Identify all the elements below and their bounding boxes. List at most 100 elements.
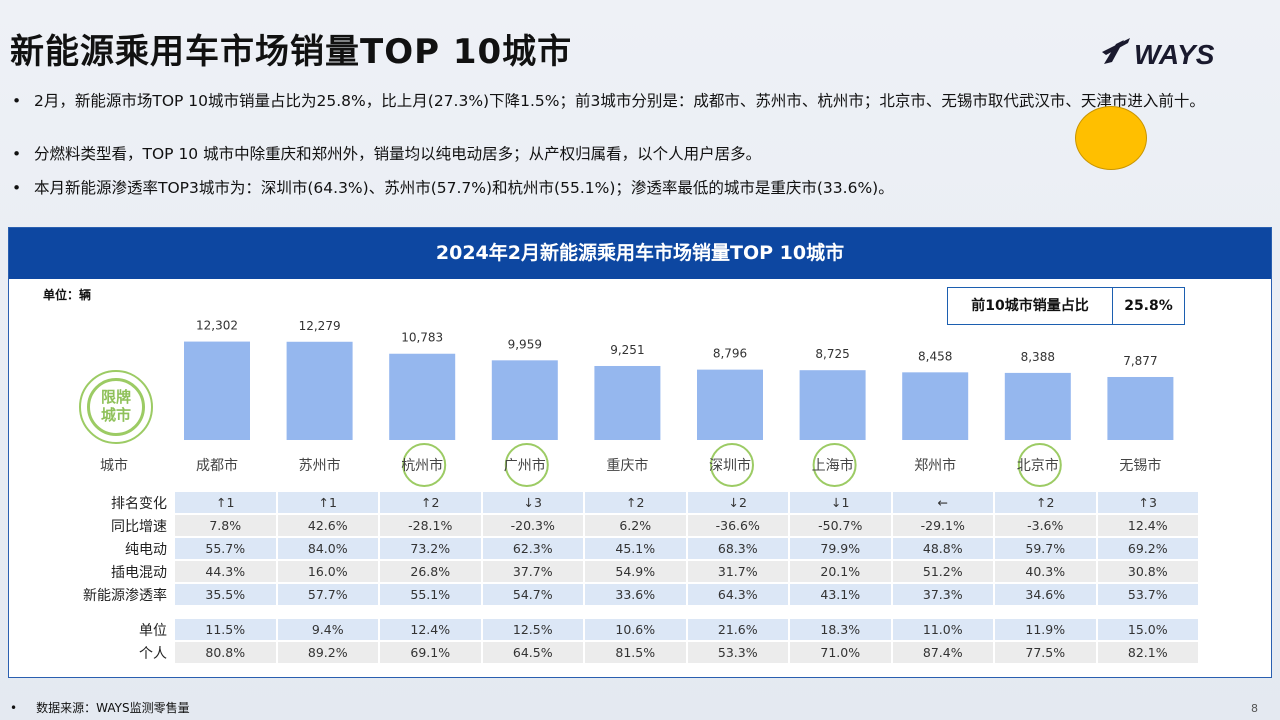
- table-cell: 81.5%: [585, 642, 686, 663]
- table-cell: 35.5%: [175, 584, 276, 605]
- x-tick-label: 苏州市: [299, 457, 341, 474]
- table-cell: 33.6%: [585, 584, 686, 605]
- table-cell: 55.1%: [380, 584, 481, 605]
- table-cell: ←: [892, 492, 993, 513]
- table-cell: 37.3%: [892, 584, 993, 605]
- x-tick-label: 郑州市: [914, 457, 956, 474]
- table-cell: 34.6%: [995, 584, 1096, 605]
- table-cell: 53.7%: [1097, 584, 1198, 605]
- table-cell: 7.8%: [175, 515, 276, 536]
- table-cell: 55.7%: [175, 538, 276, 559]
- table-cell: 89.2%: [277, 642, 378, 663]
- table-cell: 11.5%: [175, 619, 276, 640]
- table-cell: 18.3%: [790, 619, 891, 640]
- table-cell: 53.3%: [687, 642, 788, 663]
- table-row: 单位 11.5% 9.4% 12.4% 12.5% 10.6% 21.6% 18.3% 11.0…: [63, 619, 1198, 640]
- table-cell: 6.2%: [585, 515, 686, 536]
- source-text: 数据来源：WAYS监测零售量: [36, 701, 190, 715]
- kpi-box: 前10城市销量占比 25.8%: [947, 287, 1185, 325]
- x-tick-label: 重庆市: [606, 457, 648, 474]
- table-cell: ↑2: [380, 492, 481, 513]
- bar-value-label: 12,279: [299, 319, 341, 333]
- table-cell: 10.6%: [585, 619, 686, 640]
- table-cell: -36.6%: [687, 515, 788, 536]
- table-cell: 68.3%: [687, 538, 788, 559]
- table-cell: 62.3%: [482, 538, 583, 559]
- x-axis-label: 城市: [100, 457, 128, 474]
- bar: [1107, 376, 1174, 440]
- table-cell: 42.6%: [277, 515, 378, 536]
- table-cell: 40.3%: [995, 561, 1096, 582]
- table-row: 纯电动 55.7% 84.0% 73.2% 62.3% 45.1% 68.3% 79.9% 48…: [63, 538, 1198, 559]
- summary-bullet: 分燃料类型看，TOP 10 城市中除重庆和郑州外，销量均以纯电动居多；从产权归属…: [10, 145, 761, 164]
- table-cell: 80.8%: [175, 642, 276, 663]
- bar: [286, 341, 353, 440]
- restricted-plate-badge: 限牌 城市: [79, 370, 153, 444]
- table-cell: ↑3: [1097, 492, 1198, 513]
- table-cell: ↓1: [790, 492, 891, 513]
- bar: [491, 360, 558, 440]
- bar-value-label: 8,388: [1021, 350, 1055, 364]
- table-cell: 57.7%: [277, 584, 378, 605]
- bar-value-label: 8,725: [815, 347, 849, 361]
- source-note: • 数据来源：WAYS监测零售量: [10, 701, 190, 715]
- table-cell: 12.5%: [482, 619, 583, 640]
- page-number: 8: [1251, 702, 1258, 715]
- table-cell: -3.6%: [995, 515, 1096, 536]
- bar: [902, 372, 969, 440]
- table-cell: 51.2%: [892, 561, 993, 582]
- kpi-label: 前10城市销量占比: [948, 288, 1113, 324]
- x-tick-label: 北京市: [1017, 457, 1059, 474]
- table-cell: 87.4%: [892, 642, 993, 663]
- summary-bullet: 本月新能源渗透率TOP3城市为：深圳市(64.3%)、苏州市(57.7%)和杭州…: [10, 179, 894, 198]
- table-cell: -28.1%: [380, 515, 481, 536]
- table-cell: 43.1%: [790, 584, 891, 605]
- table-cell: 64.3%: [687, 584, 788, 605]
- bar-value-label: 8,796: [713, 347, 747, 361]
- table-cell: 21.6%: [687, 619, 788, 640]
- badge-label: 限牌 城市: [100, 388, 131, 424]
- restricted-city-ring: [402, 443, 447, 487]
- table-cell: 69.1%: [380, 642, 481, 663]
- x-tick-label: 成都市: [196, 457, 238, 474]
- table-cell: 48.8%: [892, 538, 993, 559]
- svg-text:WAYS: WAYS: [1134, 39, 1215, 70]
- table-row: 插电混动 44.3% 16.0% 26.8% 37.7% 54.9% 31.7% 20.1% 5…: [63, 561, 1198, 582]
- bar-value-label: 9,959: [508, 337, 542, 351]
- table-row: 排名变化 ↑1 ↑1 ↑2 ↓3 ↑2 ↓2 ↓1 ← ↑2 ↑3: [63, 492, 1198, 513]
- metrics-table: 排名变化 ↑1 ↑1 ↑2 ↓3 ↑2 ↓2 ↓1 ← ↑2 ↑3 同比增速 7.8% 42.6% -28.…: [61, 490, 1200, 665]
- table-cell: -50.7%: [790, 515, 891, 536]
- table-cell: 44.3%: [175, 561, 276, 582]
- table-cell: -29.1%: [892, 515, 993, 536]
- x-tick-label: 杭州市: [401, 457, 443, 474]
- summary-bullet: 2月，新能源市场TOP 10城市销量占比为25.8%，比上月(27.3%)下降1…: [10, 92, 1205, 111]
- bar-value-label: 7,877: [1123, 354, 1157, 368]
- bar-chart: 城市 12,302 成都市 12,279 苏州市 10,783 杭州市 9,959 广州市 9,2…: [100, 319, 1174, 487]
- x-tick-label: 广州市: [504, 457, 546, 474]
- table-cell: 31.7%: [687, 561, 788, 582]
- table-cell: 12.4%: [380, 619, 481, 640]
- table-cell: 84.0%: [277, 538, 378, 559]
- bar: [184, 341, 250, 440]
- table-cell: 30.8%: [1097, 561, 1198, 582]
- bar: [389, 353, 456, 440]
- table-row: 个人 80.8% 89.2% 69.1% 64.5% 81.5% 53.3% 71.0% 87.…: [63, 642, 1198, 663]
- x-tick-label: 深圳市: [709, 457, 751, 474]
- x-tick-label: 上海市: [812, 457, 854, 474]
- table-cell: 37.7%: [482, 561, 583, 582]
- chart-panel: 2024年2月新能源乘用车市场销量TOP 10城市 单位：辆 前10城市销量占比…: [8, 227, 1272, 678]
- restricted-city-ring: [504, 443, 549, 487]
- bar-value-label: 8,458: [918, 349, 952, 363]
- table-cell: ↑2: [995, 492, 1096, 513]
- row-label: 个人: [139, 645, 167, 662]
- table-cell: 79.9%: [790, 538, 891, 559]
- table-cell: ↓3: [482, 492, 583, 513]
- bar: [799, 370, 866, 440]
- table-cell: 12.4%: [1097, 515, 1198, 536]
- orange-dot-marker: [1075, 106, 1147, 170]
- page-title: 新能源乘用车市场销量TOP 10城市: [10, 32, 573, 72]
- table-cell: 54.7%: [482, 584, 583, 605]
- table-cell: 15.0%: [1097, 619, 1198, 640]
- table-cell: ↓2: [687, 492, 788, 513]
- kpi-value: 25.8%: [1124, 298, 1173, 314]
